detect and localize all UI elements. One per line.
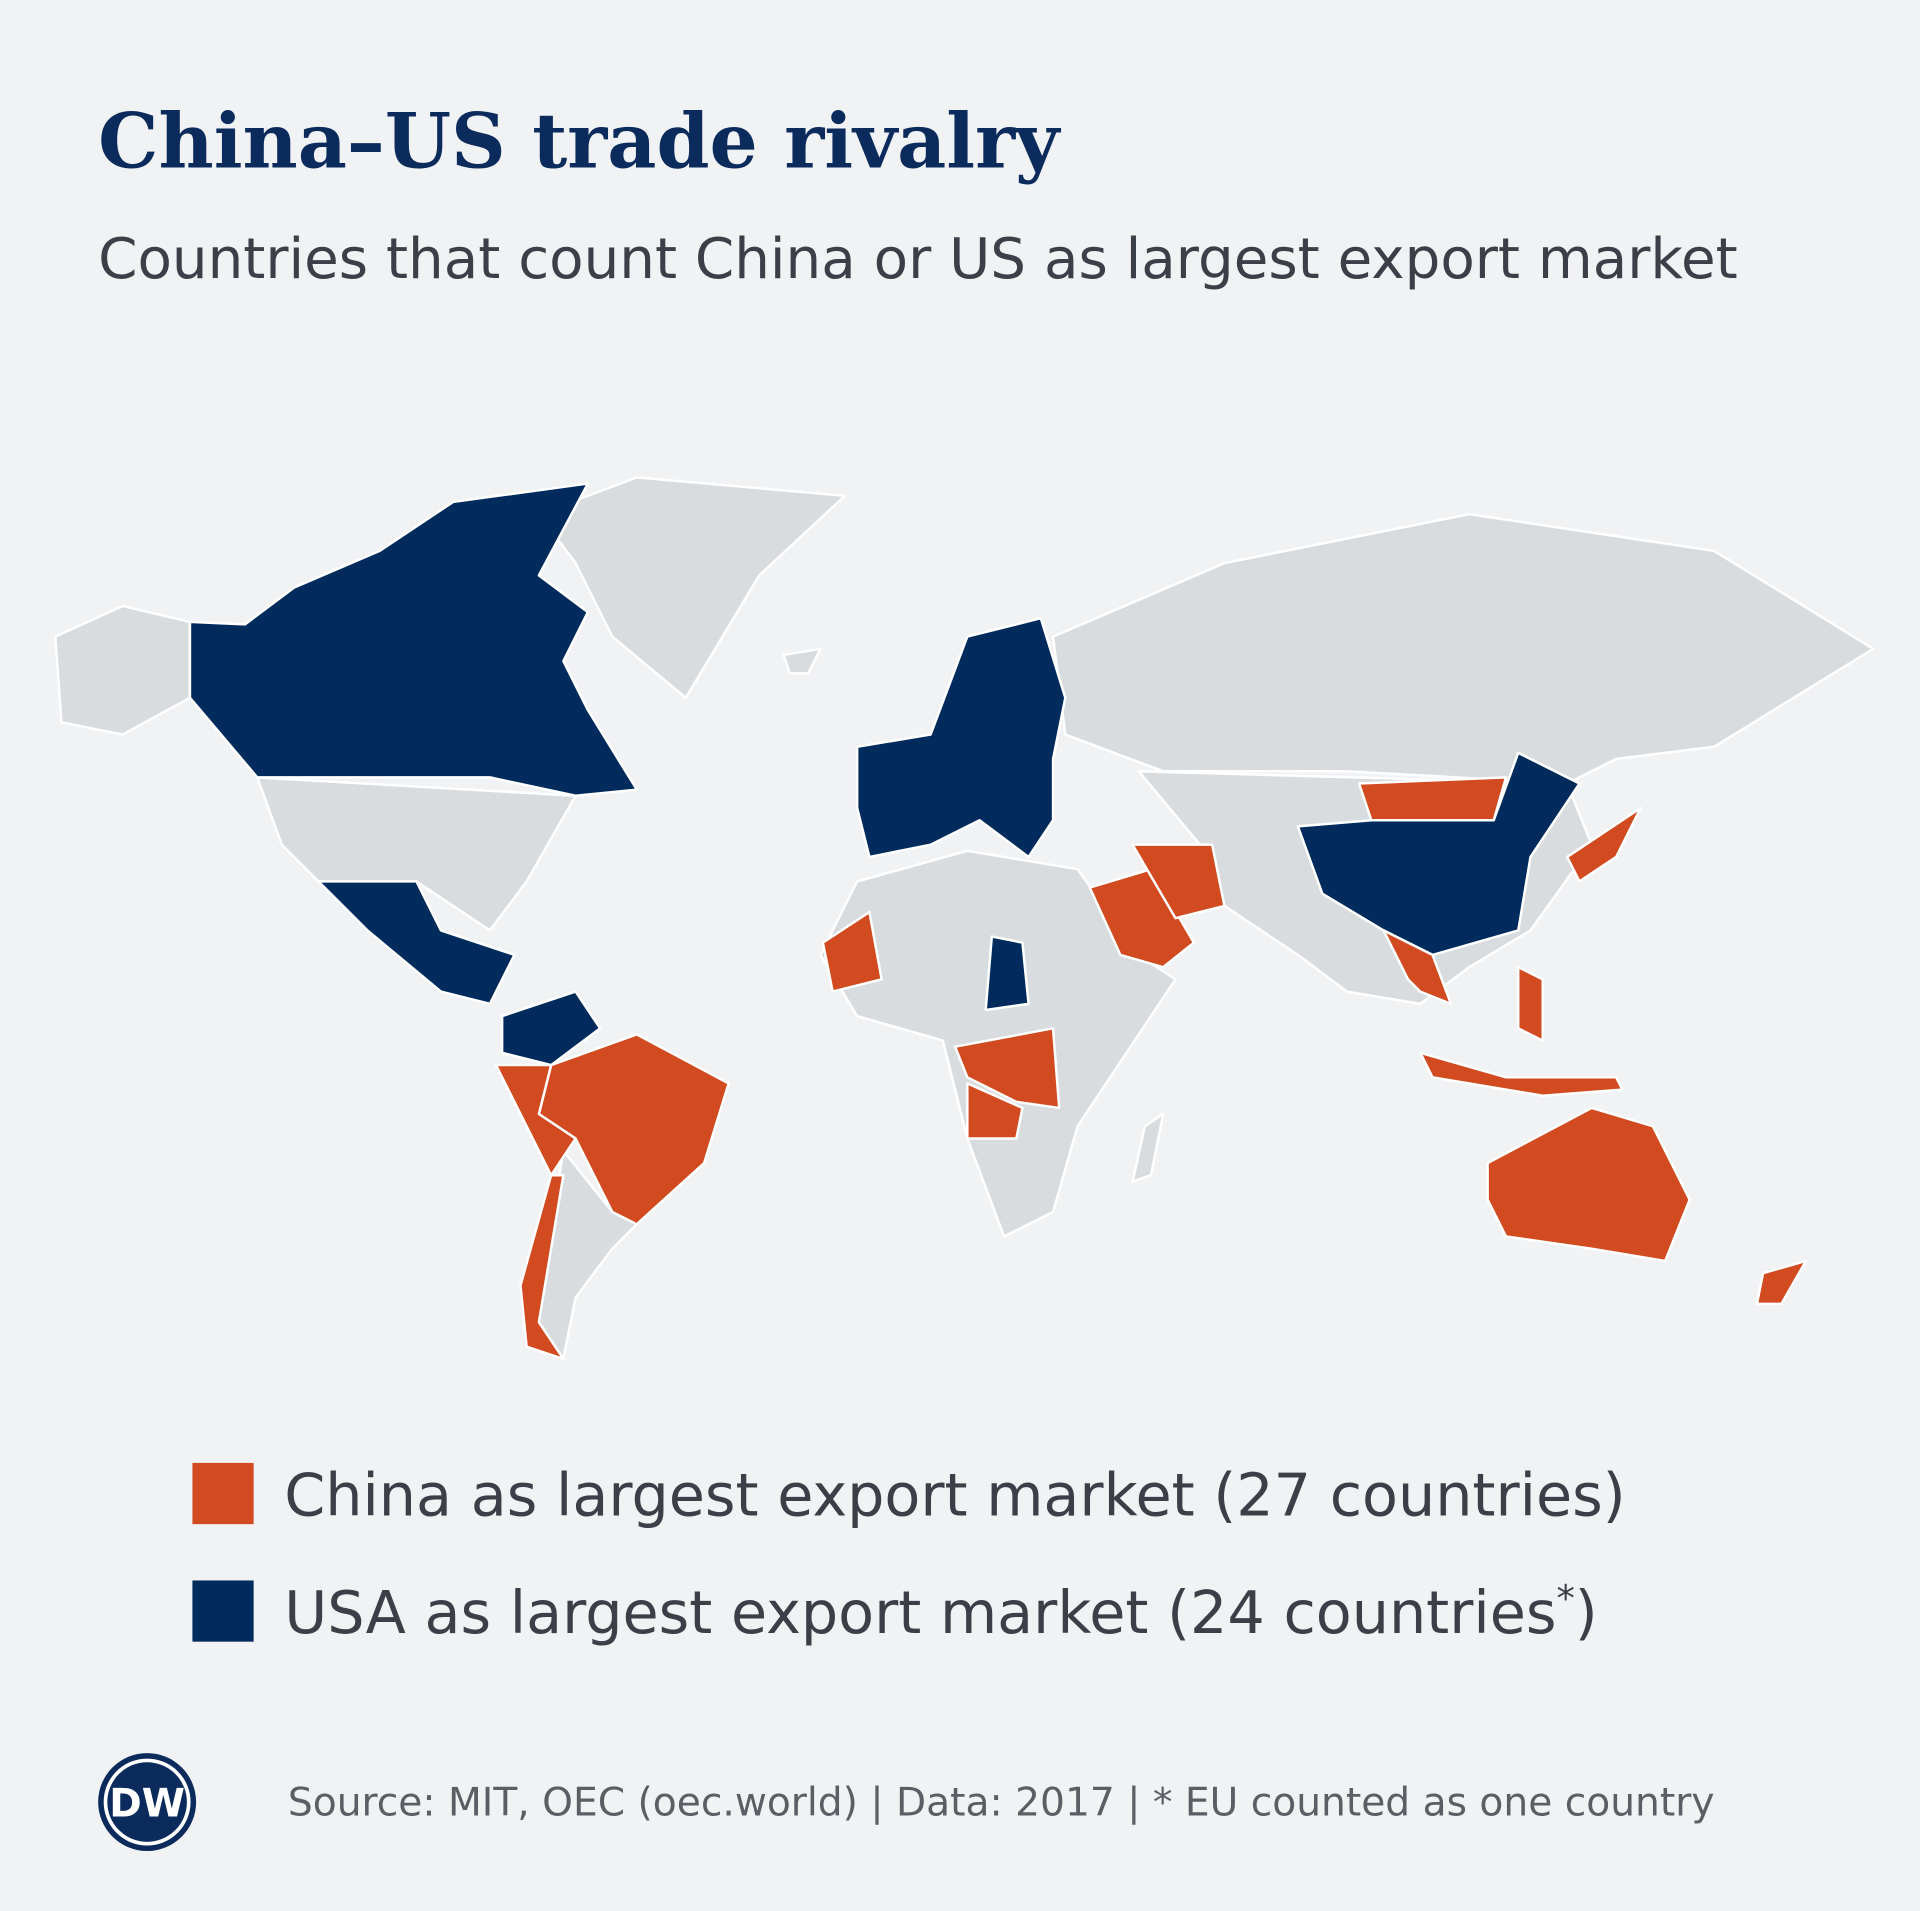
usa-market bbox=[984, 935, 1030, 1012]
logo-ring bbox=[103, 1758, 191, 1846]
land bbox=[256, 776, 577, 932]
legend-swatch bbox=[192, 1462, 254, 1525]
logo-circle bbox=[98, 1753, 197, 1852]
china-market bbox=[1486, 1106, 1691, 1263]
usa-market bbox=[855, 617, 1067, 859]
logo: DW bbox=[109, 1782, 185, 1827]
legend-swatch bbox=[192, 1580, 254, 1642]
footer: DW Source: MIT, OEC (oec.world) | Data: … bbox=[98, 1753, 1715, 1852]
usa-market bbox=[188, 482, 639, 797]
china-market bbox=[1517, 965, 1544, 1042]
usa-market bbox=[500, 990, 602, 1067]
world-map bbox=[54, 476, 1875, 1361]
china-market bbox=[494, 1063, 577, 1177]
legend-superscript: * bbox=[1556, 1577, 1574, 1620]
china-market bbox=[953, 1027, 1061, 1110]
china-market bbox=[1419, 1051, 1624, 1097]
land bbox=[1051, 512, 1875, 785]
legend-label: China as largest export market (27 count… bbox=[284, 1461, 1625, 1530]
china-market bbox=[1755, 1259, 1808, 1306]
legend-label: USA as largest export market (24 countri… bbox=[284, 1577, 1598, 1647]
legend-label-text: USA as largest export market (24 countri… bbox=[284, 1578, 1556, 1647]
china-market bbox=[1131, 843, 1226, 920]
china-market bbox=[519, 1174, 565, 1361]
usa-market bbox=[317, 880, 516, 1006]
legend-suffix: ) bbox=[1575, 1578, 1598, 1647]
china-market bbox=[1565, 806, 1642, 883]
china-market bbox=[1357, 776, 1508, 822]
china-market bbox=[1088, 867, 1196, 969]
legend: China as largest export market (27 count… bbox=[192, 1461, 1626, 1647]
china-market bbox=[1382, 929, 1453, 1006]
subtitle: Countries that count China or US as larg… bbox=[98, 227, 1738, 292]
land bbox=[537, 476, 847, 700]
source: Source: MIT, OEC (oec.world) | Data: 201… bbox=[288, 1781, 1715, 1826]
title: China–US trade rivalry bbox=[98, 97, 1061, 186]
land bbox=[1131, 1112, 1165, 1183]
china-market bbox=[966, 1082, 1024, 1140]
land bbox=[782, 647, 822, 675]
china-market bbox=[821, 910, 883, 993]
